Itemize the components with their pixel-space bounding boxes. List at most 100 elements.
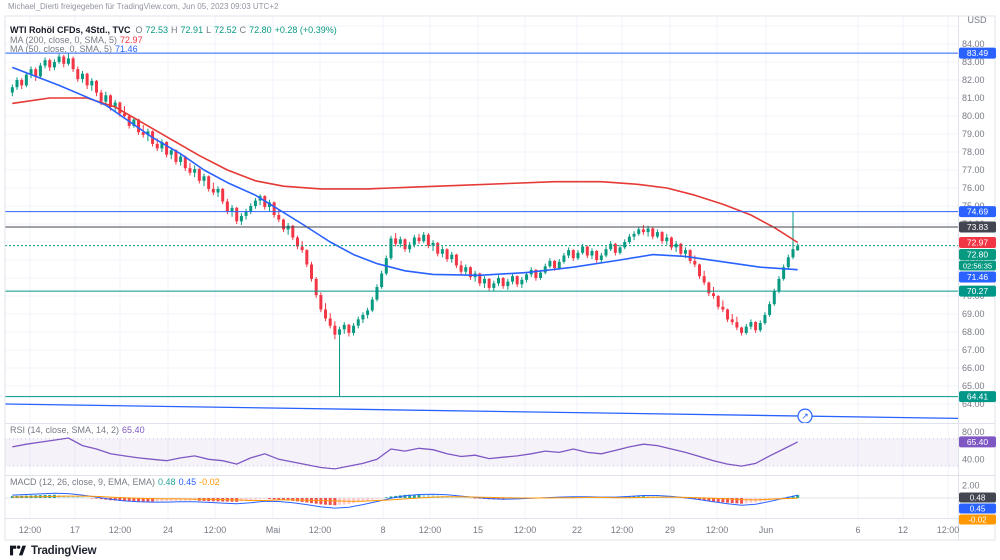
svg-text:USD: USD: [967, 15, 987, 25]
change-value: +0.28 (+0.39%): [274, 25, 337, 35]
svg-text:69.00: 69.00: [962, 309, 985, 319]
svg-text:81.00: 81.00: [962, 93, 985, 103]
svg-text:66.00: 66.00: [962, 363, 985, 373]
rsi-pane[interactable]: [5, 437, 958, 470]
ma200-line[interactable]: [12, 97, 799, 244]
rsi-legend-row[interactable]: RSI (14, close, SMA, 14, 2) 65.40: [10, 425, 145, 436]
ohlc-low-value: 72.52: [214, 25, 237, 35]
svg-text:65.40: 65.40: [967, 437, 989, 447]
price-axis[interactable]: USD 84.00 83.00 82.00 81.00 80.00 79.00 78.00 77…: [959, 15, 996, 409]
svg-text:74.69: 74.69: [967, 207, 989, 217]
svg-text:12:00: 12:00: [937, 525, 960, 535]
svg-text:0.48: 0.48: [970, 493, 986, 502]
ohlc-low-label: L: [206, 25, 212, 35]
svg-text:12:00: 12:00: [611, 525, 634, 535]
svg-text:84.00: 84.00: [962, 39, 985, 49]
ma50-legend-row[interactable]: MA (50, close, 0, SMA, 5) 71.46: [10, 44, 337, 55]
ma50-line[interactable]: [12, 66, 798, 277]
tradingview-wordmark[interactable]: TradingView: [31, 544, 97, 557]
rsi-line: [12, 437, 798, 470]
svg-text:72.97: 72.97: [967, 238, 989, 248]
svg-text:64.41: 64.41: [967, 392, 989, 402]
svg-text:12:00: 12:00: [19, 525, 42, 535]
macd-label: MACD (12, 26, close, 9, EMA, EMA): [10, 477, 156, 487]
macd-hist-value: 0.48: [158, 477, 176, 487]
ohlc-close-label: C: [239, 25, 247, 35]
svg-text:17: 17: [70, 525, 80, 535]
svg-text:70.27: 70.27: [967, 286, 989, 296]
main-legend: WTI Rohöl CFDs, 4Std., TVC O 72.53 H 72.…: [10, 25, 337, 55]
svg-text:65.00: 65.00: [962, 381, 985, 391]
svg-text:73.83: 73.83: [967, 222, 989, 232]
horizontal-line-drawings[interactable]: [5, 52, 958, 398]
symbol-title[interactable]: WTI Rohöl CFDs, 4Std., TVC: [10, 25, 131, 35]
svg-text:12:00: 12:00: [419, 525, 442, 535]
svg-text:↗: ↗: [801, 411, 809, 421]
macd-axis[interactable]: 2.00-2.000.480.45-0.02: [959, 480, 996, 525]
tradingview-logo-icon[interactable]: [10, 544, 26, 557]
svg-text:12:00: 12:00: [109, 525, 132, 535]
rsi-axis[interactable]: 80.00 40.00 65.40: [959, 427, 996, 464]
svg-text:83.49: 83.49: [967, 48, 989, 58]
svg-text:68.00: 68.00: [962, 327, 985, 337]
ma200-label: MA (200, close, 0, SMA, 5): [10, 34, 118, 45]
svg-text:12:00: 12:00: [514, 525, 537, 535]
ohlc-open-label: O: [135, 25, 143, 35]
svg-text:0.45: 0.45: [970, 504, 986, 513]
svg-text:24: 24: [163, 525, 173, 535]
macd-line: [12, 492, 798, 509]
macd-legend-row[interactable]: MACD (12, 26, close, 9, EMA, EMA) 0.48 0…: [10, 477, 220, 488]
grid: [5, 16, 958, 518]
ohlc-high-label: H: [171, 25, 178, 35]
svg-text:-0.02: -0.02: [968, 515, 987, 524]
ma50-value: 71.46: [115, 44, 138, 54]
svg-text:12:00: 12:00: [204, 525, 227, 535]
candlestick-series[interactable]: [10, 53, 800, 343]
svg-text:12: 12: [898, 525, 908, 535]
ohlc-open-value: 72.53: [145, 25, 169, 35]
svg-text:72.80: 72.80: [967, 250, 989, 260]
trendline-alert-icon[interactable]: ↗: [797, 408, 813, 424]
ma200-value: 72.97: [120, 34, 143, 45]
svg-text:15: 15: [473, 525, 483, 535]
macd-line-value: 0.45: [178, 477, 197, 487]
rsi-legend: RSI (14, close, SMA, 14, 2) 65.40: [10, 425, 145, 436]
svg-text:78.00: 78.00: [962, 147, 985, 157]
symbol-legend-row[interactable]: WTI Rohöl CFDs, 4Std., TVC O 72.53 H 72.…: [10, 25, 337, 36]
time-axis[interactable]: 12:00 17 12:00 24 12:00 Mai 12:00 8 12:00 15 12:00…: [19, 525, 960, 535]
svg-text:83.00: 83.00: [962, 57, 985, 67]
ohlc-high-value: 72.91: [180, 25, 204, 35]
ma200-legend-row[interactable]: MA (200, close, 0, SMA, 5) 72.97: [10, 34, 337, 46]
svg-text:6: 6: [855, 525, 860, 535]
svg-text:71.46: 71.46: [967, 272, 989, 282]
svg-text:12:00: 12:00: [309, 525, 332, 535]
macd-pane[interactable]: [5, 492, 958, 509]
ohlc-close-value: 72.80: [249, 25, 272, 35]
svg-text:77.00: 77.00: [962, 165, 985, 175]
svg-text:79.00: 79.00: [962, 129, 985, 139]
svg-text:64.00: 64.00: [962, 399, 985, 409]
svg-text:8: 8: [380, 525, 385, 535]
svg-text:82.00: 82.00: [962, 75, 985, 85]
svg-text:2.00: 2.00: [962, 480, 980, 490]
ma50-label: MA (50, close, 0, SMA, 5): [10, 44, 113, 54]
svg-text:12:00: 12:00: [706, 525, 729, 535]
svg-text:76.00: 76.00: [962, 183, 985, 193]
svg-text:80.00: 80.00: [962, 111, 985, 121]
svg-text:67.00: 67.00: [962, 345, 985, 355]
macd-signal-line: [12, 495, 798, 502]
trendline-drawing[interactable]: [4, 403, 959, 420]
bottom-bar: TradingView: [0, 541, 1000, 560]
svg-text:40.00: 40.00: [962, 454, 985, 464]
macd-signal-value: -0.02: [199, 477, 220, 487]
svg-text:80.00: 80.00: [962, 427, 985, 437]
svg-text:29: 29: [665, 525, 675, 535]
svg-text:75.00: 75.00: [962, 201, 985, 211]
macd-legend: MACD (12, 26, close, 9, EMA, EMA) 0.48 0…: [10, 477, 220, 488]
svg-text:Mai: Mai: [266, 525, 281, 535]
rsi-label: RSI (14, close, SMA, 14, 2): [10, 425, 120, 435]
rsi-value: 65.40: [122, 425, 145, 435]
svg-text:02:56:35: 02:56:35: [963, 262, 992, 271]
svg-text:Jun: Jun: [759, 525, 774, 535]
